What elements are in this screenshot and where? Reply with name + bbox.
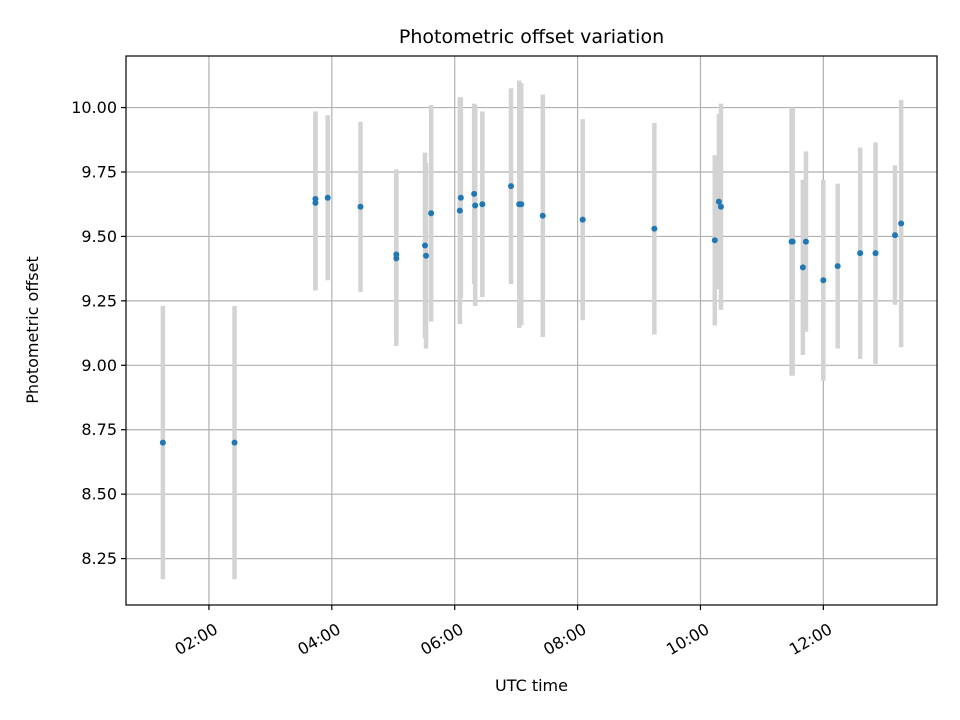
data-point [231, 439, 238, 446]
data-point [324, 194, 331, 201]
data-point [393, 255, 400, 262]
data-point [802, 238, 809, 245]
data-point [711, 237, 718, 244]
data-point [539, 212, 546, 219]
data-point [159, 439, 166, 446]
plot-frame [125, 55, 938, 606]
y-tick-label: 9.50 [81, 227, 117, 246]
data-point [892, 232, 899, 239]
data-point [472, 202, 479, 209]
data-point [820, 277, 827, 284]
y-tick-label: 8.25 [81, 549, 117, 568]
data-point [799, 264, 806, 271]
data-point [423, 252, 430, 259]
y-tick-label: 9.75 [81, 162, 117, 181]
data-point [471, 190, 478, 197]
data-point [717, 203, 724, 210]
y-tick-label: 9.25 [81, 291, 117, 310]
data-points [159, 183, 905, 446]
data-point [508, 183, 515, 190]
data-point [428, 210, 435, 217]
data-point [789, 238, 796, 245]
y-tick-label: 10.00 [71, 98, 117, 117]
data-point [872, 250, 879, 257]
chart-title: Photometric offset variation [399, 26, 664, 48]
y-axis-title: Photometric offset [23, 256, 42, 404]
data-point [456, 207, 463, 214]
data-point [422, 242, 429, 249]
data-point [834, 263, 841, 270]
data-point [312, 196, 319, 203]
y-tick-label: 9.00 [81, 356, 117, 375]
y-tick-label: 8.50 [81, 485, 117, 504]
data-point [579, 216, 586, 223]
data-point [898, 220, 905, 227]
data-point [651, 225, 658, 232]
data-point [857, 250, 864, 257]
data-point [357, 203, 364, 210]
grid [126, 56, 937, 605]
data-point [715, 198, 722, 205]
x-axis-title: UTC time [495, 676, 568, 695]
data-point [518, 201, 525, 208]
y-tick-label: 8.75 [81, 420, 117, 439]
data-point [479, 201, 486, 208]
data-point [457, 194, 464, 201]
